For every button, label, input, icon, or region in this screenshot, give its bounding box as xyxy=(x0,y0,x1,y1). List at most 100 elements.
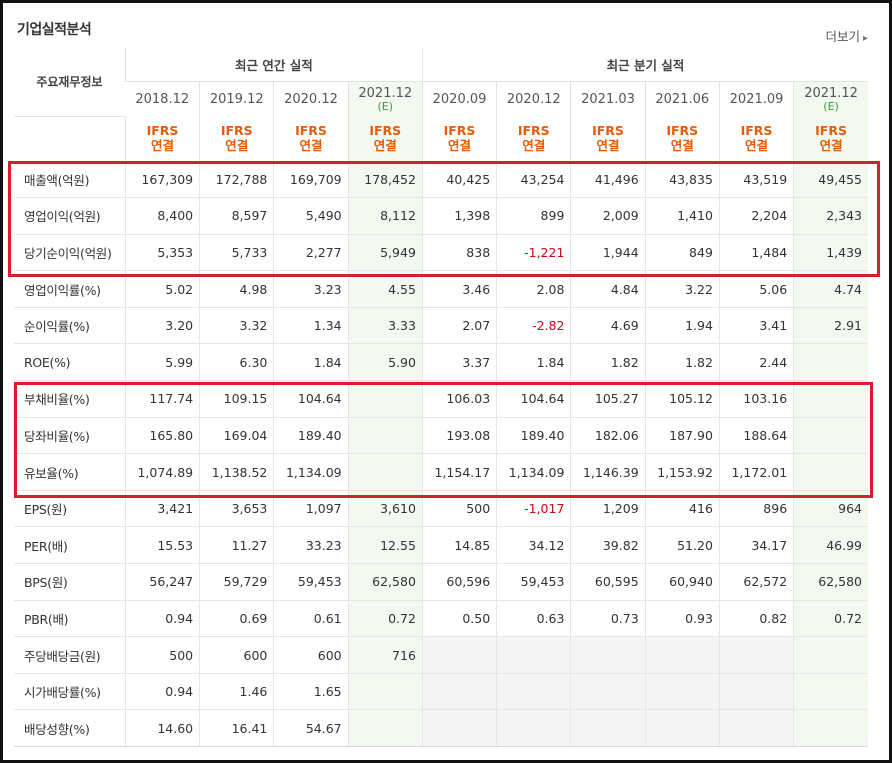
value-cell: 117.74 xyxy=(124,380,200,418)
value-cell: 2.91 xyxy=(793,306,868,344)
value-cell: 167,309 xyxy=(124,161,200,198)
value-cell: 3.20 xyxy=(124,306,200,344)
value-cell: 3,610 xyxy=(347,489,423,527)
group-header-quarter: 최근 분기 실적 xyxy=(421,48,868,82)
value-cell: 4.84 xyxy=(570,270,646,308)
value-cell: 0.94 xyxy=(124,599,200,637)
value-cell: 60,596 xyxy=(421,563,497,601)
standard-consolidated: 연결 xyxy=(522,138,546,154)
value-cell xyxy=(718,636,794,674)
period-header: 2021.06 xyxy=(644,81,720,116)
table-header: 주요재무정보 최근 연간 실적 최근 분기 실적 2018.12 2019.12 2… xyxy=(14,48,868,162)
value-cell xyxy=(421,672,497,710)
value-cell: 109.15 xyxy=(199,380,274,418)
value-cell: 43,254 xyxy=(496,161,571,198)
row-label: PBR(배) xyxy=(14,599,126,637)
value-cell: 1,097 xyxy=(273,489,349,527)
standard-consolidated: 연결 xyxy=(373,138,397,154)
value-cell xyxy=(496,709,571,747)
value-cell: 60,940 xyxy=(644,563,720,601)
table-row: 순이익률(%) 3.20 3.32 1.34 3.33 2.07 -2.82 4.69 1.94… xyxy=(14,306,868,344)
value-cell xyxy=(644,672,720,710)
period-label: 2020.12 xyxy=(506,91,561,107)
value-cell: 1,134.09 xyxy=(273,453,349,491)
standard-consolidated: 연결 xyxy=(596,138,620,154)
value-cell: 59,729 xyxy=(199,563,274,601)
value-cell: 0.72 xyxy=(347,599,423,637)
value-cell xyxy=(570,672,646,710)
value-cell: 51.20 xyxy=(644,526,720,564)
value-cell: 188.64 xyxy=(718,416,794,454)
value-cell: 1,172.01 xyxy=(718,453,794,491)
value-cell: 1,484 xyxy=(718,233,794,271)
value-cell: 62,580 xyxy=(347,563,423,601)
row-label: 당기순이익(억원) xyxy=(14,233,126,271)
value-cell xyxy=(347,709,423,747)
estimate-marker: (E) xyxy=(377,99,394,113)
period-label: 2018.12 xyxy=(135,91,190,107)
value-cell: 34.12 xyxy=(496,526,571,564)
period-header: 2020.12 xyxy=(496,81,571,116)
row-label: EPS(원) xyxy=(14,489,126,527)
more-link[interactable]: 더보기 ▸ xyxy=(825,26,868,45)
period-label: 2021.09 xyxy=(729,91,784,107)
value-cell: 169,709 xyxy=(273,161,349,198)
value-cell: 0.50 xyxy=(421,599,497,637)
value-cell: 1,410 xyxy=(644,197,720,235)
value-cell: 12.55 xyxy=(347,526,423,564)
value-cell: 899 xyxy=(496,197,571,235)
value-cell xyxy=(421,636,497,674)
value-cell xyxy=(644,636,720,674)
value-cell: 3.33 xyxy=(347,306,423,344)
value-cell xyxy=(570,636,646,674)
value-cell: 41,496 xyxy=(570,161,646,198)
value-cell: 40,425 xyxy=(421,161,497,198)
standard-consolidated: 연결 xyxy=(670,138,694,154)
value-cell: 3.32 xyxy=(199,306,274,344)
table-row: 영업이익(억원) 8,400 8,597 5,490 8,112 1,398 899 2,00… xyxy=(14,197,868,235)
value-cell: 1,153.92 xyxy=(644,453,720,491)
value-cell: 1,944 xyxy=(570,233,646,271)
table-row: 매출액(억원) 167,309 172,788 169,709 178,452 40,42… xyxy=(14,161,868,198)
table-row: 당좌비율(%) 165.80 169.04 189.40 193.08 189.40 182… xyxy=(14,416,868,454)
value-cell: 33.23 xyxy=(273,526,349,564)
value-cell: 0.69 xyxy=(199,599,274,637)
value-cell xyxy=(644,709,720,747)
value-cell: 1.84 xyxy=(496,343,571,381)
period-label: 2019.12 xyxy=(209,91,264,107)
value-cell: 1.94 xyxy=(644,306,720,344)
standard-header: IFRS 연결 xyxy=(273,116,349,162)
value-cell: 2,009 xyxy=(570,197,646,235)
value-cell: 2.08 xyxy=(496,270,571,308)
value-cell: 500 xyxy=(124,636,200,674)
value-cell: -2.82 xyxy=(496,306,571,344)
row-label: 주당배당금(원) xyxy=(14,636,126,674)
value-cell: 1.82 xyxy=(644,343,720,381)
value-cell: 0.63 xyxy=(496,599,571,637)
table-row: 배당성향(%) 14.60 16.41 54.67 xyxy=(14,709,868,747)
period-label: 2020.09 xyxy=(432,91,487,107)
period-header: 2021.09 xyxy=(718,81,794,116)
table-row: 당기순이익(억원) 5,353 5,733 2,277 5,949 838 -1,221 1,… xyxy=(14,233,868,271)
standard-ifrs: IFRS xyxy=(146,123,179,139)
value-cell xyxy=(793,672,868,710)
standard-ifrs: IFRS xyxy=(666,123,699,139)
value-cell: 106.03 xyxy=(421,380,497,418)
value-cell: 193.08 xyxy=(421,416,497,454)
value-cell: 3,653 xyxy=(199,489,274,527)
estimate-marker: (E) xyxy=(823,99,839,113)
row-label: 당좌비율(%) xyxy=(14,416,126,454)
value-cell: 0.93 xyxy=(644,599,720,637)
standard-header: IFRS 연결 xyxy=(347,116,423,162)
value-cell: 849 xyxy=(644,233,720,271)
value-cell xyxy=(793,380,868,418)
row-label: 영업이익률(%) xyxy=(14,270,126,308)
standard-consolidated: 연결 xyxy=(150,138,174,154)
standard-header: IFRS 연결 xyxy=(644,116,720,162)
value-cell: 2,277 xyxy=(273,233,349,271)
standard-header: IFRS 연결 xyxy=(793,116,868,162)
standard-consolidated: 연결 xyxy=(819,138,843,154)
value-cell: 178,452 xyxy=(347,161,423,198)
value-cell xyxy=(793,453,868,491)
value-cell: 189.40 xyxy=(273,416,349,454)
